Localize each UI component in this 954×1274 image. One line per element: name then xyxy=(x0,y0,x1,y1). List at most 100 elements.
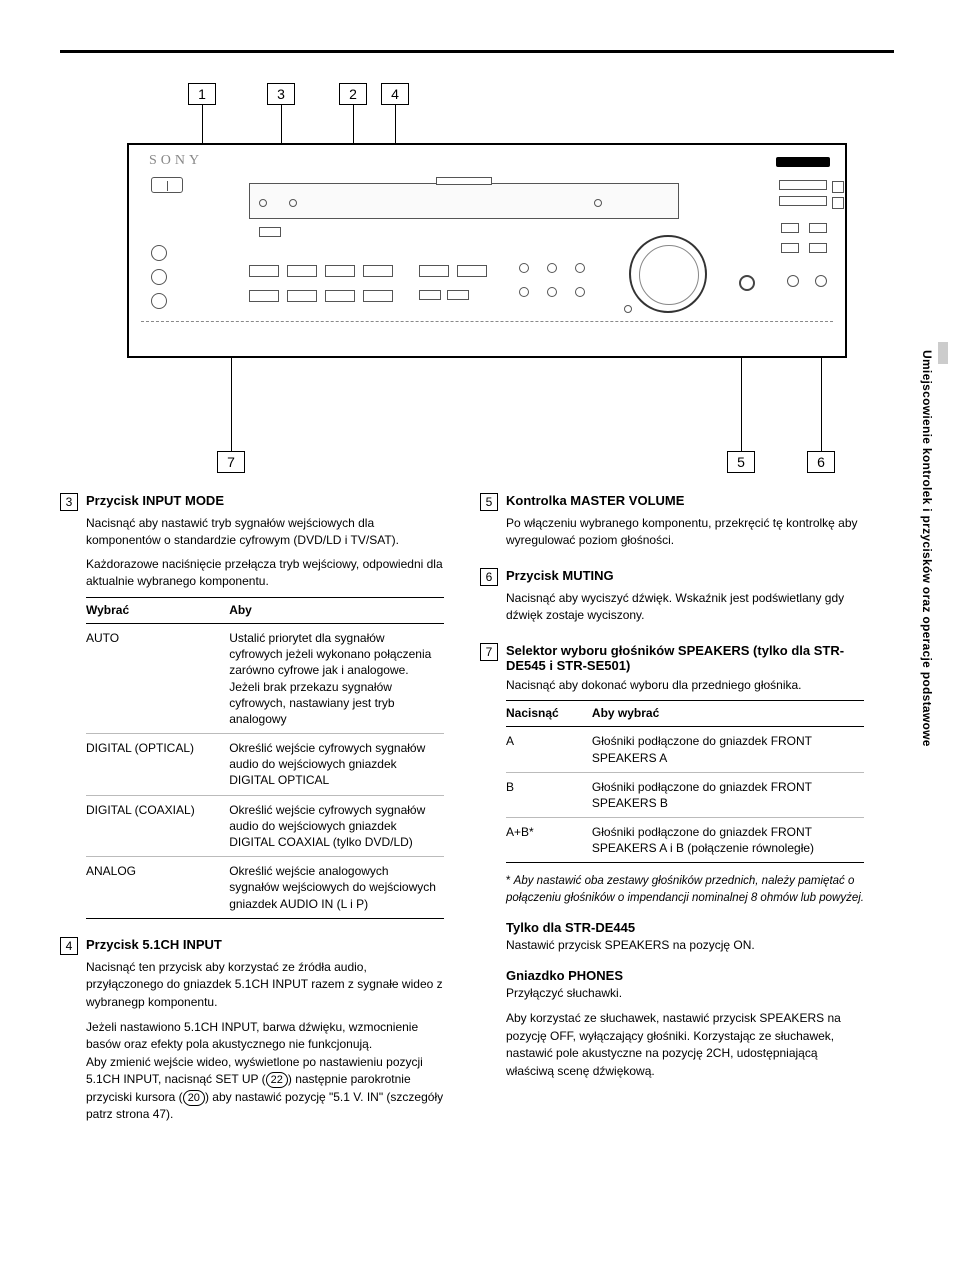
master-volume-knob xyxy=(629,235,707,313)
leader-line xyxy=(395,105,396,143)
dot xyxy=(594,199,602,207)
speakers-table: Nacisnąć Aby wybrać AGłośniki podłączone… xyxy=(506,700,864,864)
paragraph: Aby zmienić wejście wideo, wyświetlone p… xyxy=(86,1054,444,1124)
note: Jeżeli nastawiono 5.1CH INPUT, barwa dźw… xyxy=(86,1019,444,1123)
right-column: 5 Kontrolka MASTER VOLUME Po włączeniu w… xyxy=(480,493,864,1141)
mini-rect xyxy=(447,290,469,300)
table-cell: Głośniki podłączone do gniazdek FRONT SP… xyxy=(592,772,864,817)
button-row xyxy=(249,265,393,277)
callout-num: 3 xyxy=(60,493,78,511)
table-row: ANALOGOkreślić wejście analogowych sygna… xyxy=(86,857,444,919)
callout-box: 4 xyxy=(381,83,409,105)
dot-row xyxy=(519,287,585,297)
display-panel xyxy=(249,183,679,219)
callout-box: 2 xyxy=(339,83,367,105)
section-title: Przycisk MUTING xyxy=(506,568,614,583)
mini-rect xyxy=(419,290,441,300)
table-cell: Ustalić priorytet dla sygnałów cyfrowych… xyxy=(229,623,444,733)
leader-line xyxy=(353,105,354,143)
section-5: 5 Kontrolka MASTER VOLUME Po włączeniu w… xyxy=(480,493,864,550)
table-cell: Określić wejście analogowych sygnałów we… xyxy=(229,857,444,919)
table-header: Aby wybrać xyxy=(592,700,864,726)
subheading: Gniazdko PHONES xyxy=(506,968,864,983)
table-cell: DIGITAL (OPTICAL) xyxy=(86,734,229,796)
paragraph: Po włączeniu wybranego komponentu, przek… xyxy=(506,515,864,550)
note: Aby korzystać ze słuchawek, nastawić prz… xyxy=(506,1010,864,1080)
callout-box: 7 xyxy=(217,451,245,473)
callout-box: 6 xyxy=(807,451,835,473)
table-row: BGłośniki podłączone do gniazdek FRONT S… xyxy=(506,772,864,817)
device-diagram: 1 3 24 SONY xyxy=(107,83,867,473)
dot xyxy=(259,199,267,207)
callout-box: 1 xyxy=(188,83,216,105)
paragraph: Każdorazowe naciśnięcie przełącza tryb w… xyxy=(86,556,444,591)
table-cell: Określić wejście cyfrowych sygnałów audi… xyxy=(229,734,444,796)
content-columns: 3 Przycisk INPUT MODE Nacisnąć aby nasta… xyxy=(60,493,914,1141)
leader-line xyxy=(231,356,232,451)
speaker-selector-graphic xyxy=(151,245,167,317)
side-tab-label: Umiejscowienie kontrolek i przycisków or… xyxy=(920,350,934,747)
paragraph: Nacisnąć aby dokonać wyboru dla przednie… xyxy=(506,677,864,694)
section-title: Przycisk INPUT MODE xyxy=(86,493,224,508)
table-row: AGłośniki podłączone do gniazdek FRONT S… xyxy=(506,727,864,772)
leader-line xyxy=(281,105,282,143)
button-row xyxy=(419,265,487,277)
section-title: Kontrolka MASTER VOLUME xyxy=(506,493,684,508)
section-title: Selektor wyboru głośników SPEAKERS (tylk… xyxy=(506,643,864,673)
side-tab-bar xyxy=(938,342,948,364)
table-row: AUTOUstalić priorytet dla sygnałów cyfro… xyxy=(86,623,444,733)
brand-label: SONY xyxy=(149,153,203,169)
top-rule xyxy=(60,50,894,53)
device-outline: SONY xyxy=(127,143,847,358)
table-cell: Określić wejście cyfrowych sygnałów audi… xyxy=(229,795,444,857)
model-badge xyxy=(776,157,830,167)
paragraph: Jeżeli nastawiono 5.1CH INPUT, barwa dźw… xyxy=(86,1019,444,1054)
page-ref: 22 xyxy=(266,1072,288,1088)
table-cell: DIGITAL (COAXIAL) xyxy=(86,795,229,857)
section-title: Przycisk 5.1CH INPUT xyxy=(86,937,222,952)
right-buttons xyxy=(781,223,827,233)
leader-line xyxy=(741,356,742,451)
paragraph: Nastawić przycisk SPEAKERS na pozycję ON… xyxy=(506,937,864,954)
subheading: Tylko dla STR-DE445 xyxy=(506,920,864,935)
power-button-graphic xyxy=(151,177,183,193)
leader-line xyxy=(202,105,203,143)
table-header: Aby xyxy=(229,597,444,623)
mini-rect xyxy=(259,227,281,237)
footnote: * Aby nastawić oba zestawy głośników prz… xyxy=(506,873,864,905)
paragraph: Nacisnąć aby nastawić tryb sygnałów wejś… xyxy=(86,515,444,550)
table-cell: Głośniki podłączone do gniazdek FRONT SP… xyxy=(592,818,864,863)
callout-box: 3 xyxy=(267,83,295,105)
paragraph: Przyłączyć słuchawki. xyxy=(506,985,864,1002)
section-3: 3 Przycisk INPUT MODE Nacisnąć aby nasta… xyxy=(60,493,444,919)
phones-jack-graphic xyxy=(739,275,755,291)
table-header: Wybrać xyxy=(86,597,229,623)
table-cell: AUTO xyxy=(86,623,229,733)
paragraph: Nacisnąć aby wyciszyć dźwięk. Wskaźnik j… xyxy=(506,590,864,625)
dash-line xyxy=(141,321,833,322)
dot-row xyxy=(519,263,585,273)
table-cell: A+B* xyxy=(506,818,592,863)
callout-num: 7 xyxy=(480,643,498,661)
paragraph: Aby korzystać ze słuchawek, nastawić prz… xyxy=(506,1010,864,1080)
table-cell: Głośniki podłączone do gniazdek FRONT SP… xyxy=(592,727,864,772)
button-row xyxy=(249,290,393,302)
input-mode-table: Wybrać Aby AUTOUstalić priorytet dla syg… xyxy=(86,597,444,919)
table-row: A+B*Głośniki podłączone do gniazdek FRON… xyxy=(506,818,864,863)
dot xyxy=(289,199,297,207)
section-4: 4 Przycisk 5.1CH INPUT Nacisnąć ten przy… xyxy=(60,937,444,1124)
table-cell: A xyxy=(506,727,592,772)
callout-box: 5 xyxy=(727,451,755,473)
table-cell: ANALOG xyxy=(86,857,229,919)
right-panel-graphic xyxy=(779,180,827,212)
table-row: DIGITAL (COAXIAL)Określić wejście cyfrow… xyxy=(86,795,444,857)
left-column: 3 Przycisk INPUT MODE Nacisnąć aby nasta… xyxy=(60,493,444,1141)
table-row: DIGITAL (OPTICAL)Określić wejście cyfrow… xyxy=(86,734,444,796)
right-circles xyxy=(787,275,827,287)
callout-num: 5 xyxy=(480,493,498,511)
callout-num: 6 xyxy=(480,568,498,586)
right-buttons xyxy=(781,243,827,253)
dot xyxy=(624,305,632,313)
page-ref: 20 xyxy=(183,1090,205,1106)
table-cell: B xyxy=(506,772,592,817)
